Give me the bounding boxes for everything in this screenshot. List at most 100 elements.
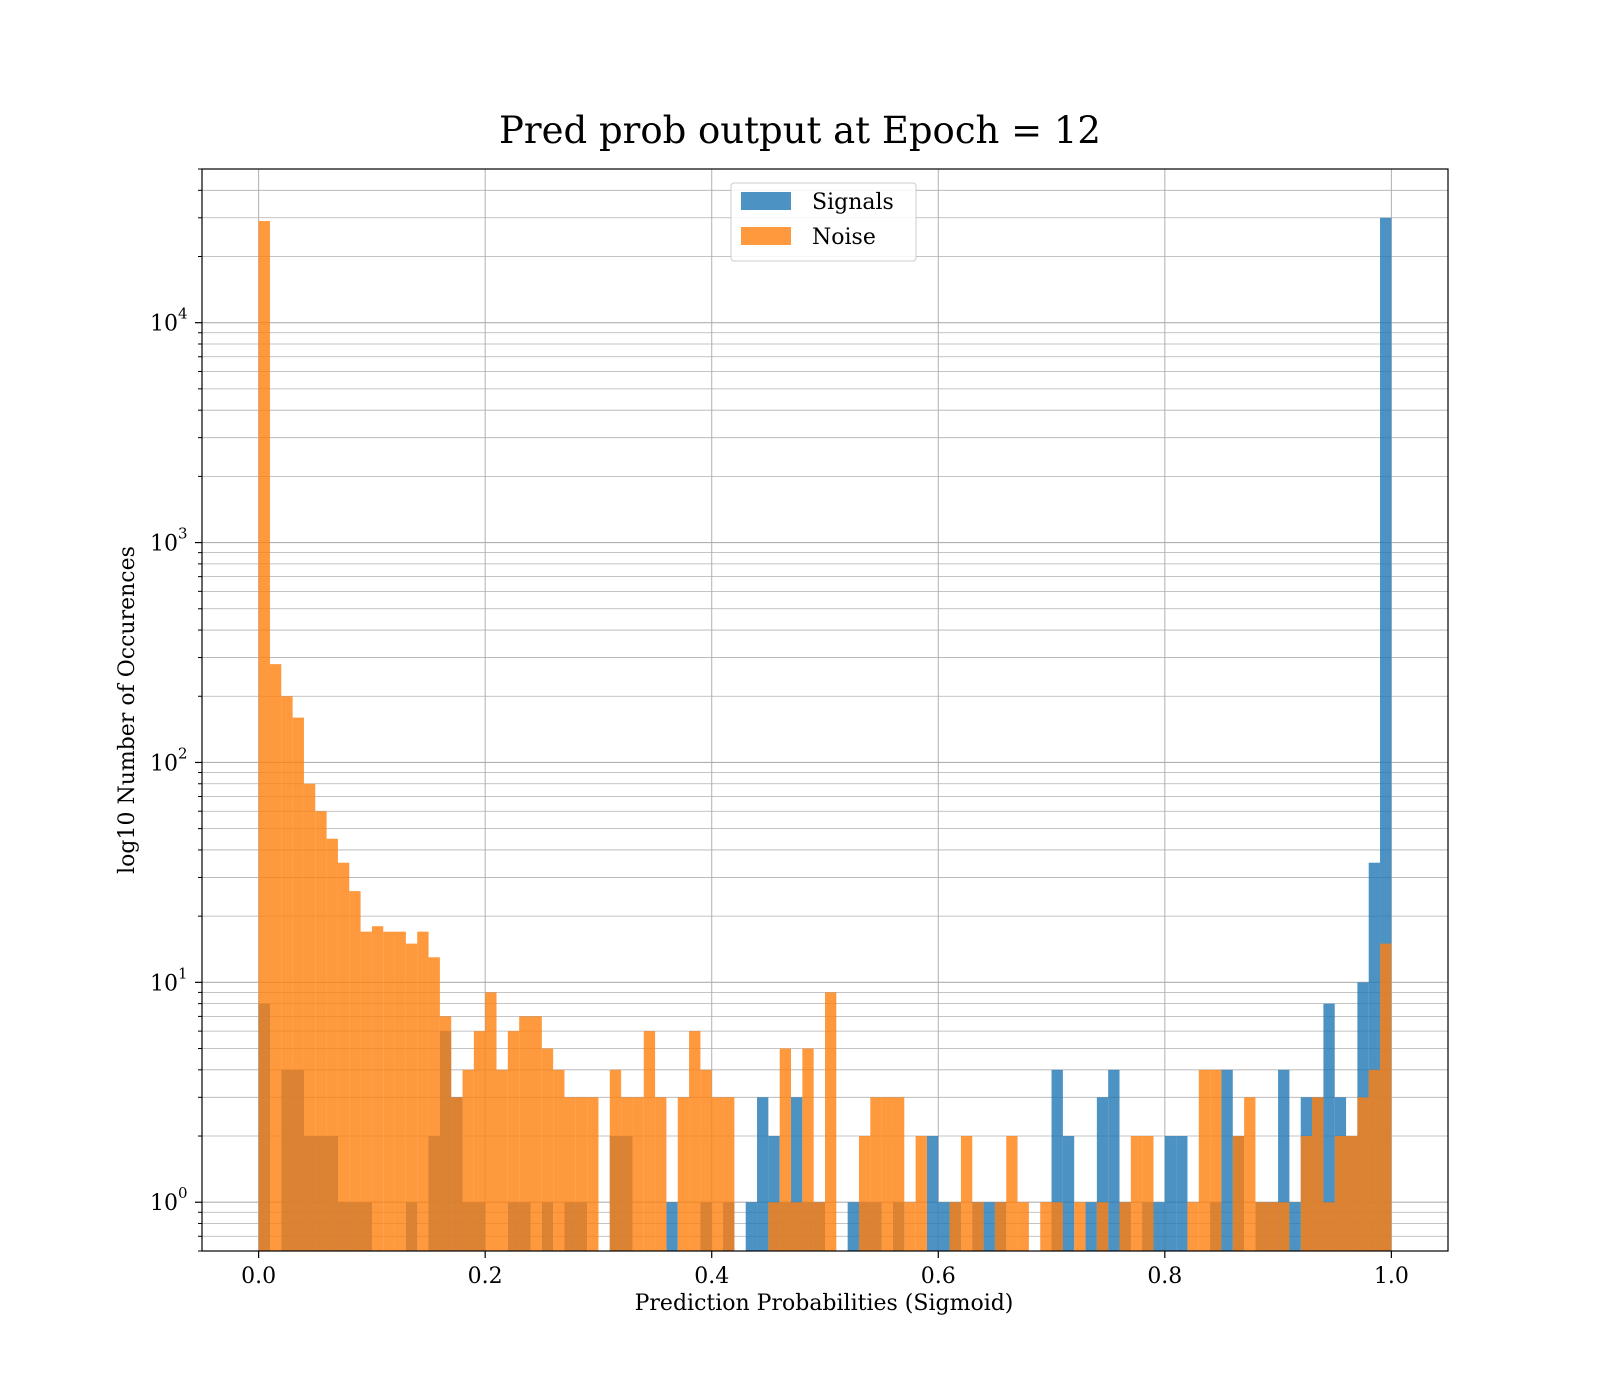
noise-bar [496,1069,508,1251]
y-tick-exponent: 2 [178,744,188,762]
signals-bar [1380,217,1392,1252]
noise-bar [575,1097,588,1251]
noise-bar [949,1202,961,1251]
y-tick-exponent: 0 [178,1184,188,1202]
noise-bar [881,1097,893,1251]
noise-bar [530,1016,542,1251]
signals-bar [757,1097,769,1251]
noise-bar [326,838,338,1251]
signals-bar [1085,1202,1097,1251]
noise-bar [383,931,395,1251]
legend-swatch-noise [741,227,791,245]
noise-bar [428,957,440,1251]
chart-title: Pred prob output at Epoch = 12 [499,109,1101,152]
x-tick-label: 0.0 [241,1264,276,1289]
noise-bar [1142,1136,1154,1251]
signals-bar [1289,1202,1301,1251]
noise-bar [507,1031,520,1251]
x-tick-label: 0.6 [921,1264,956,1289]
noise-bar [462,1069,474,1251]
y-tick-exponent: 3 [178,525,188,543]
noise-bar [1244,1097,1256,1251]
noise-bar [813,1202,825,1251]
noise-bar [303,783,316,1251]
noise-bar [1300,1136,1313,1251]
noise-bar [1051,1202,1063,1251]
signals-bar [926,1136,939,1251]
noise-bar [292,717,304,1251]
noise-bar [1017,1202,1029,1251]
noise-bar [972,1202,984,1251]
noise-bar [677,1097,690,1251]
noise-bar [643,1031,656,1251]
noise-bar [915,1136,927,1251]
noise-bar [371,926,384,1251]
noise-bar [1198,1069,1211,1251]
signals-bar [1096,1097,1109,1251]
noise-bar [904,1202,916,1251]
x-tick-label: 0.2 [468,1264,503,1289]
noise-bar [609,1069,622,1251]
noise-bar [892,1097,905,1251]
x-tick-label: 0.8 [1147,1264,1182,1289]
y-tick-label: 10 [150,971,178,996]
x-tick-label: 0.4 [694,1264,729,1289]
signals-bar [1108,1069,1120,1251]
noise-bar [994,1202,1007,1251]
legend-label-signals: Signals [812,190,894,215]
noise-bar [1312,1097,1324,1251]
signals-bar [1153,1202,1165,1251]
y-tick-exponent: 1 [178,964,188,982]
noise-bar [1323,1202,1335,1251]
y-tick-label: 10 [150,1191,178,1216]
signals-bar [1051,1069,1063,1251]
legend-swatch-signals [741,192,791,210]
x-axis-ticks: 0.0 0.2 0.4 0.6 0.8 1.0 [241,1251,1409,1289]
noise-bar [655,1097,667,1251]
noise-bar [700,1069,712,1251]
noise-bar [621,1097,633,1251]
noise-bar [394,931,406,1251]
noise-bar [1119,1202,1131,1251]
noise-bar [1368,1069,1381,1251]
noise-bar [541,1048,554,1251]
signals-bar [1278,1069,1290,1251]
signals-bar [1323,1003,1335,1251]
noise-bar [349,891,361,1251]
noise-bar [315,811,327,1251]
noise-bar [711,1097,724,1251]
noise-bar [1187,1202,1199,1251]
noise-bar [1096,1202,1109,1251]
noise-bar [405,943,418,1251]
legend: Signals Noise [730,182,917,262]
noise-bar [553,1069,565,1251]
noise-bar [1346,1136,1358,1251]
noise-bar [564,1097,576,1251]
noise-bar [825,992,837,1251]
signals-bar [938,1202,950,1251]
noise-bar [485,992,497,1251]
signals-bar [1062,1136,1075,1251]
signals-bar [791,1097,803,1251]
noise-bar [587,1097,599,1251]
noise-bar [768,1202,780,1251]
signals-bar [666,1202,678,1251]
noise-bar [439,1016,452,1251]
noise-bar [858,1136,871,1251]
signals-bar [1164,1136,1177,1251]
noise-bar [1074,1202,1086,1251]
signals-bar [1176,1136,1188,1251]
signals-bar [1221,1069,1233,1251]
legend-label-noise: Noise [812,225,876,250]
noise-bar [1255,1202,1267,1251]
y-axis-label: log10 Number of Occurences [115,546,140,874]
x-tick-label: 1.0 [1374,1264,1409,1289]
noise-bar [1278,1202,1290,1251]
noise-bar [1334,1136,1347,1251]
noise-bar [1232,1136,1245,1251]
noise-bars [258,221,1392,1251]
x-axis-label: Prediction Probabilities (Sigmoid) [635,1291,1014,1316]
noise-bar [632,1097,644,1251]
noise-bar [269,664,282,1251]
